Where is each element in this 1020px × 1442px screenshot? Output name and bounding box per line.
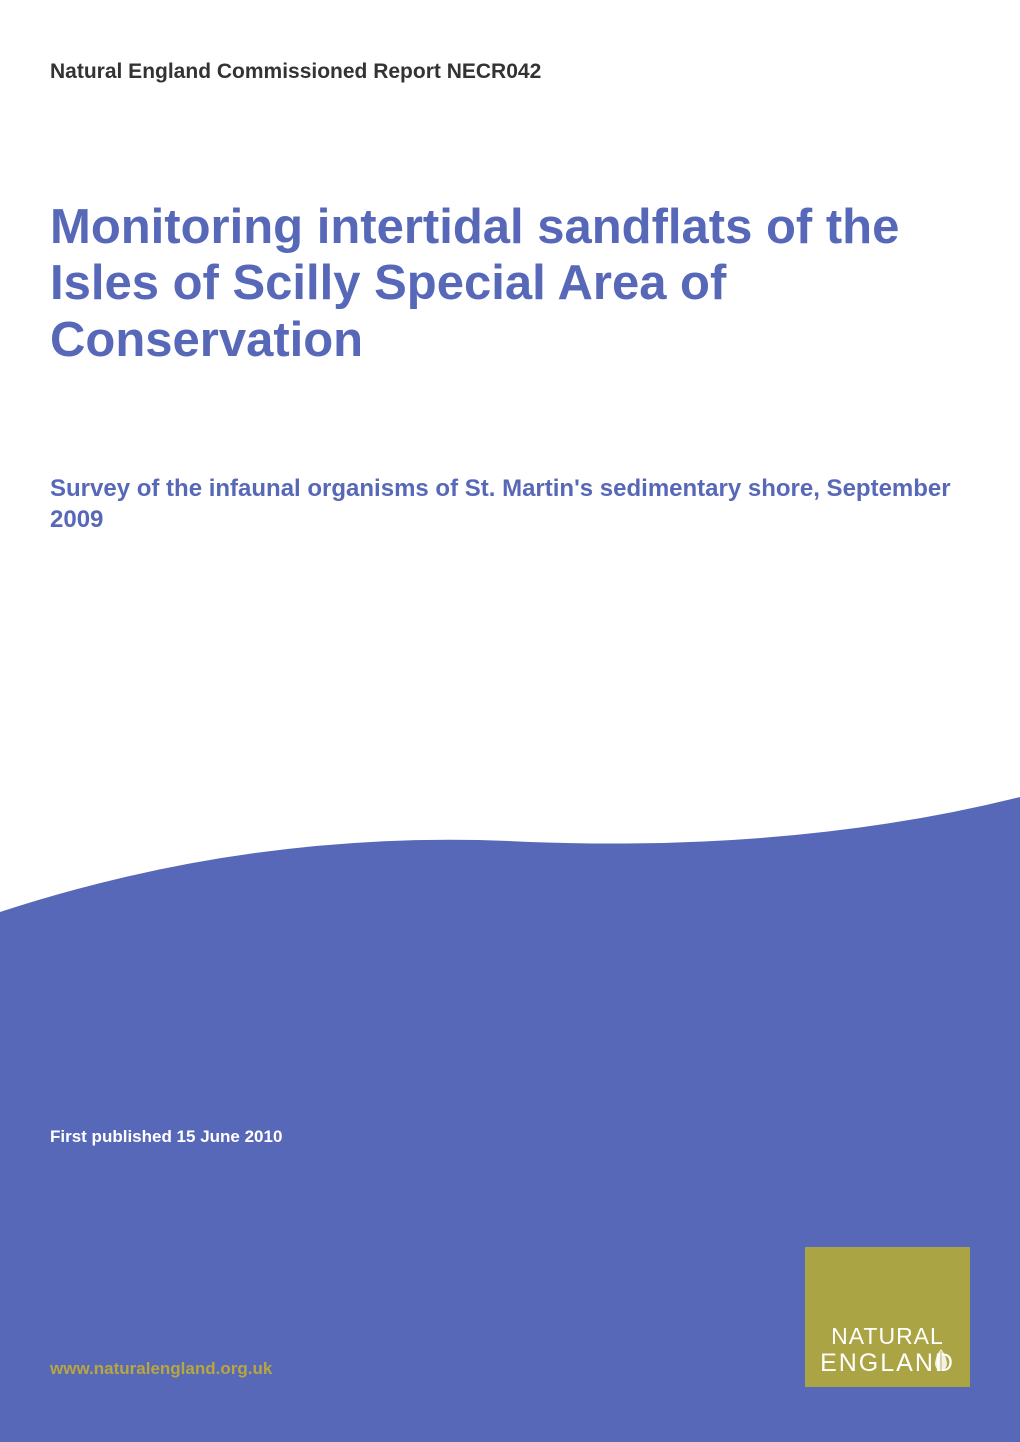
published-date: First published 15 June 2010 <box>50 1127 970 1147</box>
website-url: www.naturalengland.org.uk <box>50 1359 272 1387</box>
footer-row: www.naturalengland.org.uk NATURAL ENGLAN… <box>50 1247 970 1387</box>
leaf-icon <box>930 1347 952 1373</box>
report-code: Natural England Commissioned Report NECR… <box>50 60 970 84</box>
document-cover: Natural England Commissioned Report NECR… <box>0 0 1020 1442</box>
subtitle: Survey of the infaunal organisms of St. … <box>50 473 970 535</box>
logo-text-line1: NATURAL <box>820 1324 955 1349</box>
natural-england-logo: NATURAL ENGLAND <box>805 1247 970 1387</box>
footer-section: First published 15 June 2010 www.natural… <box>0 1127 1020 1442</box>
top-section: Natural England Commissioned Report NECR… <box>0 0 1020 535</box>
main-title: Monitoring intertidal sandflats of the I… <box>50 199 970 368</box>
